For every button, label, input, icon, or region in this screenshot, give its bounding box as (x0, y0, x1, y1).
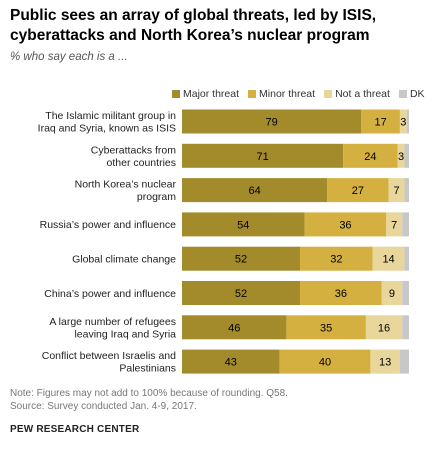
bar-dk (404, 143, 409, 168)
data-label-major-threat: 52 (235, 254, 247, 266)
category-label: Russia’s power and influence (40, 219, 177, 231)
bar-minor-threat (327, 178, 389, 203)
bar-dk (402, 315, 409, 340)
bar-minor-threat (279, 349, 371, 374)
bar-not-a-threat (370, 349, 400, 374)
data-label-not-a-threat: 9 (389, 288, 395, 300)
bar-not-a-threat (397, 143, 405, 168)
category-label: Iraq and Syria, known as ISIS (38, 123, 176, 135)
chart-title: Public sees an array of global threats, … (10, 7, 377, 44)
data-label-not-a-threat: 3 (398, 151, 404, 163)
legend-label-minor-threat: Minor threat (259, 88, 315, 100)
data-label-major-threat: 46 (228, 322, 240, 334)
bar-major-threat (182, 109, 362, 134)
source-text: Source: Survey conducted Jan. 4-9, 2017. (10, 401, 197, 412)
bar-minor-threat (300, 281, 382, 305)
bar-not-a-threat (388, 178, 405, 203)
data-label-not-a-threat: 3 (400, 117, 406, 129)
data-label-major-threat: 54 (237, 219, 249, 231)
category-label: leaving Iraq and Syria (74, 328, 176, 340)
bar-major-threat (182, 315, 287, 340)
bar-minor-threat (286, 315, 366, 340)
bar-minor-threat (304, 212, 387, 237)
bar-dk (402, 212, 409, 237)
category-label: program (137, 191, 176, 203)
category-label: North Korea’s nuclear (75, 179, 177, 191)
legend-swatch-minor-threat (248, 90, 257, 98)
note-text: Note: Figures may not add to 100% becaus… (10, 388, 288, 399)
data-label-minor-threat: 32 (330, 254, 342, 266)
data-label-not-a-threat: 7 (391, 219, 397, 231)
bar-dk (404, 178, 409, 203)
data-label-minor-threat: 27 (352, 185, 364, 197)
data-label-minor-threat: 36 (339, 219, 351, 231)
data-label-not-a-threat: 7 (393, 185, 399, 197)
bar-not-a-threat (399, 109, 407, 134)
legend-swatch-major-threat (172, 90, 180, 98)
category-label: other countries (107, 157, 176, 169)
bar-dk (399, 349, 409, 374)
data-label-minor-threat: 35 (320, 322, 332, 334)
data-label-major-threat: 79 (266, 117, 278, 129)
bar-dk (406, 109, 409, 134)
data-label-major-threat: 43 (225, 357, 237, 369)
category-label: Cyberattacks from (91, 144, 176, 156)
data-label-major-threat: 71 (256, 151, 268, 163)
data-label-minor-threat: 40 (319, 357, 331, 369)
data-label-minor-threat: 17 (375, 117, 387, 129)
bar-dk (402, 281, 409, 305)
bar-not-a-threat (386, 212, 403, 237)
category-label: Global climate change (72, 254, 176, 266)
bar-minor-threat (343, 143, 398, 168)
legend-swatch-not-a-threat (324, 90, 333, 98)
category-label: Conflict between Israelis and (42, 350, 176, 362)
data-label-minor-threat: 24 (364, 151, 376, 163)
bar-not-a-threat (372, 246, 405, 271)
bar-minor-threat (300, 246, 373, 271)
data-label-not-a-threat: 16 (378, 322, 390, 334)
bar-major-threat (182, 178, 328, 203)
bar-minor-threat (361, 109, 400, 134)
bar-major-threat (182, 143, 344, 168)
data-label-minor-threat: 36 (335, 288, 347, 300)
data-label-not-a-threat: 13 (379, 357, 391, 369)
legend-label-not-a-threat: Not a threat (335, 88, 390, 100)
category-label: The Islamic militant group in (45, 110, 176, 122)
org-credit: PEW RESEARCH CENTER (10, 424, 140, 435)
category-label: China’s power and influence (44, 288, 176, 300)
data-label-major-threat: 64 (249, 185, 261, 197)
bar-major-threat (182, 212, 305, 237)
bar-major-threat (182, 349, 280, 374)
legend-swatch-dk (398, 90, 407, 98)
legend-label-dk: DK (410, 88, 425, 100)
category-label: Palestinians (119, 363, 176, 375)
bar-not-a-threat (365, 315, 403, 340)
data-label-major-threat: 52 (235, 288, 247, 300)
bar-major-threat (182, 281, 301, 305)
chart-subtitle: % who say each is a ... (10, 51, 128, 63)
bar-not-a-threat (381, 281, 403, 305)
legend-label-major-threat: Major threat (183, 88, 239, 100)
bar-dk (404, 246, 409, 271)
data-label-not-a-threat: 14 (382, 254, 394, 266)
category-label: A large number of refugees (49, 316, 176, 328)
bar-major-threat (182, 246, 301, 271)
